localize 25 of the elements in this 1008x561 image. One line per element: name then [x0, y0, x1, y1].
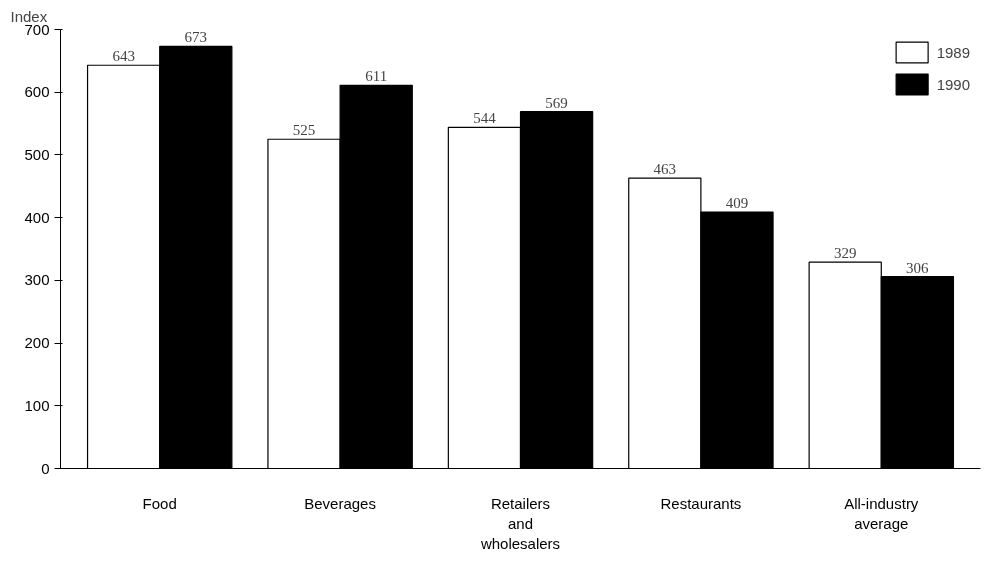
data-label: 611	[365, 68, 388, 85]
data-label: 569	[545, 94, 568, 111]
data-label: 329	[833, 245, 857, 262]
data-label: 409	[725, 195, 749, 211]
y-tick-label: 0	[41, 459, 50, 477]
y-tick-label: 600	[24, 83, 50, 101]
x-tick-label: Food	[142, 494, 177, 512]
x-tick-label: Retailers and wholesalers	[479, 494, 561, 553]
y-tick-label: 100	[24, 396, 50, 414]
y-tick-label: 400	[24, 208, 50, 226]
data-label: 643	[112, 48, 135, 65]
data-label: 525	[292, 122, 316, 139]
data-label: 463	[653, 161, 677, 178]
data-label: 544	[473, 110, 497, 127]
data-label: 306	[906, 259, 930, 276]
x-tick-label: Restaurants	[660, 494, 742, 512]
y-tick-label: 200	[24, 334, 50, 352]
y-axis-title: Index	[10, 7, 48, 25]
legend-label: 1989	[936, 43, 970, 61]
x-tick-label: Beverages	[304, 494, 376, 512]
legend-label: 1990	[936, 75, 970, 93]
data-label: 673	[184, 29, 208, 46]
y-tick-label: 500	[24, 145, 50, 163]
x-tick-label: All-industry average	[844, 494, 919, 532]
y-tick-label: 300	[24, 271, 50, 289]
